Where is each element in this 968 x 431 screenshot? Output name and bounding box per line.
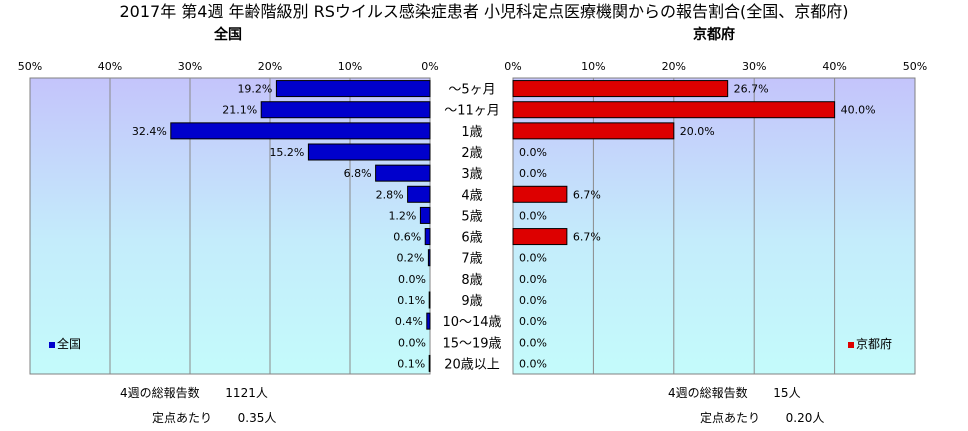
kyoto-data-label: 0.0% <box>519 273 547 286</box>
age-category-label: 4歳 <box>461 188 482 203</box>
national-legend-label: 全国 <box>57 336 81 351</box>
kyoto-data-label: 6.7% <box>573 188 601 201</box>
age-category-label: 5歳 <box>461 209 482 224</box>
national-data-label: 0.6% <box>393 231 421 244</box>
kyoto-per-value: 0.20人 <box>785 411 825 425</box>
kyoto-bar <box>512 101 836 119</box>
kyoto-bar <box>512 80 729 98</box>
kyoto-data-label: 0.0% <box>519 294 547 307</box>
age-category-label: 20歳以上 <box>444 357 500 372</box>
kyoto-data-label: 26.7% <box>734 83 769 96</box>
kyoto-bar <box>512 185 568 203</box>
kyoto-data-label: 0.0% <box>519 315 547 328</box>
kyoto-data-label: 20.0% <box>680 125 715 138</box>
national-bar <box>260 101 431 119</box>
national-data-label: 2.8% <box>376 188 404 201</box>
national-plot-area: 50% 40% 30% 20% 10% 0% 19.2% 21.1% 32.4% 15.2% 6.8… <box>18 60 439 375</box>
kyoto-data-label: 0.0% <box>519 336 547 349</box>
kyoto-panel-title: 京都府 <box>693 27 735 43</box>
kyoto-total-label: 4週の総報告数 <box>668 386 748 400</box>
national-bar <box>424 228 431 246</box>
kyoto-tick-label: 30% <box>742 60 766 73</box>
national-tick-label: 30% <box>178 60 202 73</box>
kyoto-legend-swatch <box>848 342 854 348</box>
age-category-label: 3歳 <box>461 167 482 182</box>
age-category-label: ～11ヶ月 <box>444 104 500 119</box>
national-per-value: 0.35人 <box>237 411 277 425</box>
kyoto-data-label: 6.7% <box>573 231 601 244</box>
national-data-label: 32.4% <box>132 125 167 138</box>
age-category-label: 1歳 <box>461 125 482 140</box>
age-category-label: 2歳 <box>461 146 482 161</box>
kyoto-tick-label: 40% <box>822 60 846 73</box>
national-panel-title: 全国 <box>214 27 242 43</box>
age-category-label: ～5ヶ月 <box>448 83 495 98</box>
kyoto-plot-area: 0% 10% 20% 30% 40% 50% 26.7% 40.0% 20.0% 0.0% 0.0%… <box>504 60 927 375</box>
national-data-label: 15.2% <box>269 146 304 159</box>
kyoto-data-label: 0.0% <box>519 252 547 265</box>
national-bar <box>307 143 431 161</box>
national-bar <box>375 164 431 182</box>
kyoto-data-label: 0.0% <box>519 167 547 180</box>
national-bar <box>427 249 431 267</box>
national-data-label: 0.1% <box>397 294 425 307</box>
age-category-label: 10～14歳 <box>442 315 501 330</box>
age-category-label: 9歳 <box>461 294 482 309</box>
national-tick-label: 0% <box>421 60 438 73</box>
kyoto-tick-label: 20% <box>662 60 686 73</box>
national-bar <box>170 122 431 140</box>
national-data-label: 1.2% <box>388 209 416 222</box>
national-per-label: 定点あたり <box>152 411 213 425</box>
kyoto-bar <box>512 122 675 140</box>
national-data-label: 0.0% <box>398 273 426 286</box>
kyoto-data-label: 0.0% <box>519 209 547 222</box>
national-bar <box>426 312 431 330</box>
kyoto-total-value: 15人 <box>773 386 801 400</box>
national-total-label: 4週の総報告数 <box>120 386 200 400</box>
national-tick-label: 10% <box>338 60 362 73</box>
age-category-labels: ～5ヶ月 ～11ヶ月 1歳 2歳 3歳 4歳 5歳 6歳 7歳 8歳 9歳 10～14歳 15～19歳 2… <box>442 83 501 373</box>
national-data-label: 0.4% <box>395 315 423 328</box>
age-category-label: 15～19歳 <box>442 336 501 351</box>
chart-title: 2017年 第4週 年齢階級別 RSウイルス感染症患者 小児科定点医療機関からの… <box>119 2 849 21</box>
kyoto-legend-label: 京都府 <box>856 336 892 351</box>
national-bar <box>275 80 431 98</box>
kyoto-data-label: 0.0% <box>519 357 547 370</box>
kyoto-per-label: 定点あたり <box>700 411 761 425</box>
national-tick-label: 50% <box>18 60 42 73</box>
national-data-label: 21.1% <box>222 104 257 117</box>
national-tick-label: 20% <box>258 60 282 73</box>
national-bar <box>428 291 431 309</box>
kyoto-tick-label: 10% <box>581 60 605 73</box>
kyoto-data-label: 40.0% <box>841 104 876 117</box>
national-tick-label: 40% <box>98 60 122 73</box>
national-bar <box>419 206 431 224</box>
kyoto-data-label: 0.0% <box>519 146 547 159</box>
national-data-label: 19.2% <box>237 83 272 96</box>
national-data-label: 0.0% <box>398 336 426 349</box>
national-total-value: 1121人 <box>225 386 268 400</box>
national-data-label: 6.8% <box>344 167 372 180</box>
national-bar <box>428 354 431 372</box>
national-legend-swatch <box>49 342 55 348</box>
national-data-label: 0.1% <box>397 357 425 370</box>
kyoto-tick-label: 0% <box>504 60 521 73</box>
age-category-label: 6歳 <box>461 231 482 246</box>
kyoto-tick-label: 50% <box>903 60 927 73</box>
age-category-label: 7歳 <box>461 252 482 267</box>
national-data-label: 0.2% <box>396 252 424 265</box>
kyoto-bar <box>512 228 568 246</box>
age-category-label: 8歳 <box>461 273 482 288</box>
national-bar <box>407 185 431 203</box>
